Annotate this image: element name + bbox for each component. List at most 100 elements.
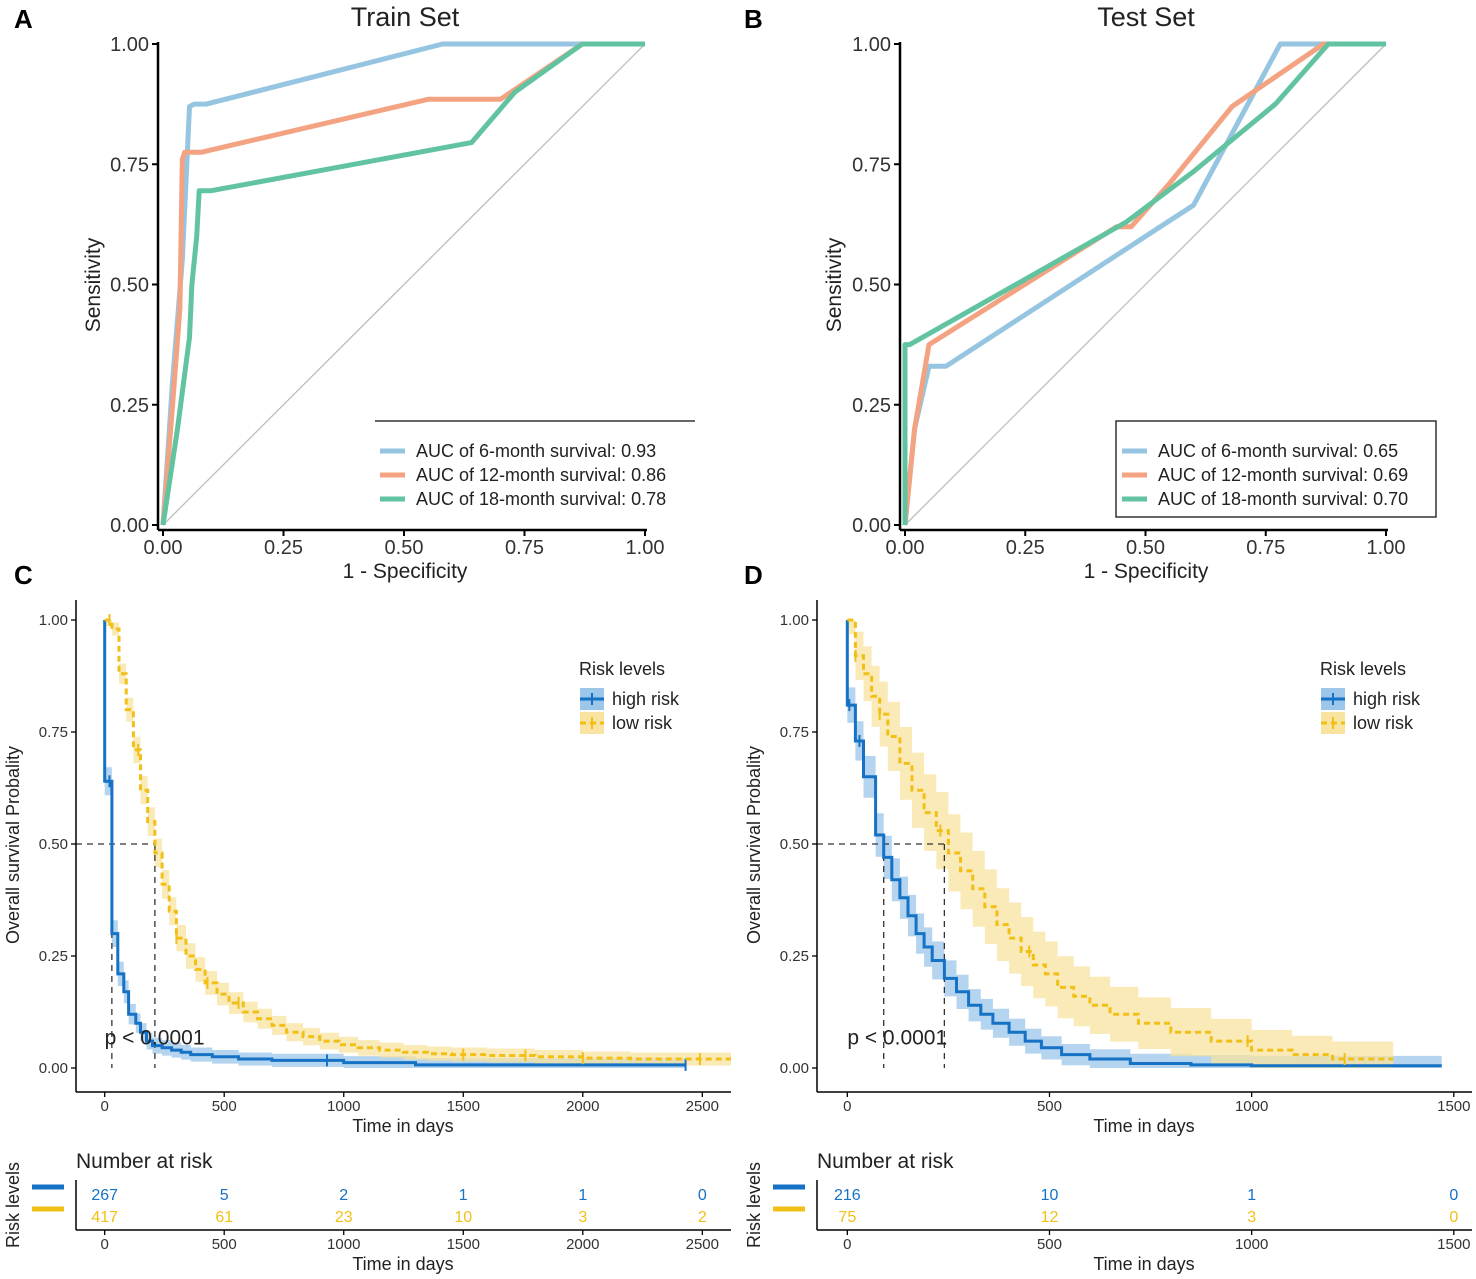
roc-train-panel: A Train Set 0.00 0.25 0.50 0.75 1.00 0.00 0.25…: [14, 2, 695, 583]
roc-test-reference-line: [904, 43, 1387, 526]
risk-count-high: 1: [459, 1187, 468, 1204]
y-tick-label-0-25: 0.25: [780, 948, 809, 965]
legend-label-12-month: AUC of 12-month survival: 0.86: [416, 465, 666, 485]
roc-curve-18-month: [160, 41, 645, 526]
risk-count-high: 2: [339, 1187, 348, 1204]
x-tick-label-0-00: 0.00: [144, 537, 183, 559]
km-train-y-axis-title: Overall survival Probality: [3, 746, 23, 944]
y-tick-label-0-50: 0.50: [780, 836, 809, 853]
risk-count-low: 12: [1041, 1209, 1059, 1226]
km-train-x-axis-title: Time in days: [352, 1116, 453, 1136]
train-set-title: Train Set: [351, 2, 460, 32]
risk-x-tick-label-0: 0: [843, 1236, 851, 1253]
risk-count-low: 3: [578, 1209, 587, 1226]
risk-count-low: 23: [335, 1209, 353, 1226]
y-tick-label-1-00: 1.00: [110, 34, 149, 56]
risk-x-tick-label-1000: 1000: [327, 1236, 360, 1253]
survival-curve-high-risk: [845, 620, 1442, 1068]
km-train-axes: 0.00 0.25 0.50 0.75 1.00 0 500 1000 1500 2000 2500: [39, 600, 731, 1115]
legend-label-high-risk: high risk: [1353, 689, 1421, 709]
km-test-risk-table: Number at risk Risk levels 216 10 1 075 12 3 0…: [744, 1150, 1472, 1274]
roc-train-x-axis-title: 1 - Specificity: [343, 560, 468, 583]
diagonal-reference-line: [162, 43, 646, 526]
risk-x-tick-label-0: 0: [101, 1236, 109, 1253]
legend-label-6-month: AUC of 6-month survival: 0.65: [1158, 441, 1398, 461]
risk-table-x-label: Time in days: [352, 1254, 453, 1274]
risk-count-low: 61: [215, 1209, 233, 1226]
km-train-legend: Risk levels high risk low risk: [579, 659, 680, 734]
y-tick-label-0-00: 0.00: [39, 1060, 68, 1077]
x-tick-label-0-25: 0.25: [1006, 537, 1045, 559]
legend-label-low-risk: low risk: [612, 713, 673, 733]
y-tick-label-0-50: 0.50: [852, 275, 891, 297]
confidence-band-low-risk: [847, 620, 1394, 1068]
y-tick-label-0-25: 0.25: [110, 395, 149, 417]
risk-x-tick-label-1000: 1000: [1235, 1236, 1268, 1253]
y-tick-label-1-00: 1.00: [780, 612, 809, 629]
risk-table-title: Number at risk: [817, 1150, 954, 1173]
survival-curve-high-risk: [103, 620, 686, 1067]
x-tick-label-1500: 1500: [1437, 1098, 1470, 1115]
risk-table-y-label: Risk levels: [3, 1162, 23, 1248]
x-tick-label-500: 500: [1037, 1098, 1062, 1115]
km-train-pvalue: p < 0.0001: [105, 1026, 205, 1049]
roc-train-reference-line: [162, 43, 646, 526]
y-tick-label-0-50: 0.50: [110, 275, 149, 297]
x-tick-label-0-75: 0.75: [505, 537, 544, 559]
risk-table-axis: 0 500 1000 1500: [816, 1180, 1472, 1253]
risk-table-axis: 0 500 1000 1500 2000 2500: [75, 1180, 731, 1253]
roc-test-legend: AUC of 6-month survival: 0.65 AUC of 12-…: [1115, 420, 1437, 518]
x-tick-label-0-25: 0.25: [264, 537, 303, 559]
risk-count-low: 75: [838, 1209, 856, 1226]
risk-count-high: 10: [1041, 1187, 1059, 1204]
x-tick-label-1-00: 1.00: [626, 537, 665, 559]
legend-label-18-month: AUC of 18-month survival: 0.70: [1158, 489, 1408, 509]
risk-count-high: 5: [220, 1187, 229, 1204]
legend-label-low-risk: low risk: [1353, 713, 1414, 733]
risk-count-high: 1: [578, 1187, 587, 1204]
x-tick-label-0-50: 0.50: [385, 537, 424, 559]
x-tick-label-0-00: 0.00: [886, 537, 925, 559]
risk-count-low: 417: [91, 1209, 118, 1226]
y-tick-label-0-50: 0.50: [39, 836, 68, 853]
km-test-legend-title: Risk levels: [1320, 659, 1406, 679]
legend-label-18-month: AUC of 18-month survival: 0.78: [416, 489, 666, 509]
panel-letter-b: B: [744, 4, 763, 34]
risk-x-tick-label-500: 500: [212, 1236, 237, 1253]
y-tick-label-0-00: 0.00: [780, 1060, 809, 1077]
roc-test-axes: 0.00 0.25 0.50 0.75 1.00 0.00 0.25 0.50 0.75 1.00: [852, 34, 1405, 559]
km-test-panel: D 0.000.250.500.751.000 500 1000 1500 p < 0…: [744, 560, 1472, 1274]
y-tick-label-0-00: 0.00: [852, 515, 891, 537]
y-tick-label-0-75: 0.75: [780, 724, 809, 741]
roc-test-y-axis-title: Sensitivity: [823, 237, 846, 332]
risk-x-tick-label-500: 500: [1037, 1236, 1062, 1253]
km-test-curves: [845, 618, 1442, 1068]
x-tick-label-1500: 1500: [447, 1098, 480, 1115]
y-tick-label-0-75: 0.75: [852, 154, 891, 176]
y-tick-label-0-25: 0.25: [852, 395, 891, 417]
km-test-confidence-bands: [847, 620, 1442, 1068]
risk-count-high: 216: [834, 1187, 861, 1204]
y-tick-label-1-00: 1.00: [39, 612, 68, 629]
risk-count-low: 10: [454, 1209, 472, 1226]
risk-count-high: 1: [1247, 1187, 1256, 1204]
legend-label-high-risk: high risk: [612, 689, 680, 709]
y-tick-label-0-75: 0.75: [110, 154, 149, 176]
x-tick-label-0-50: 0.50: [1126, 537, 1165, 559]
km-test-y-axis-title: Overall survival Probality: [744, 746, 764, 944]
risk-count-high: 0: [1449, 1187, 1458, 1204]
x-tick-label-0-75: 0.75: [1246, 537, 1285, 559]
km-train-panel: C 0.000.250.500.751.000 500 1000 1500 2000 25…: [3, 560, 731, 1274]
roc-train-legend: AUC of 6-month survival: 0.93 AUC of 12-…: [375, 420, 695, 509]
risk-x-tick-label-2500: 2500: [686, 1236, 719, 1253]
x-tick-label-1-00: 1.00: [1367, 537, 1406, 559]
risk-x-tick-label-1500: 1500: [447, 1236, 480, 1253]
roc-train-axes: 0.00 0.25 0.50 0.75 1.00 0.00 0.25 0.50 0.75 1.00: [110, 34, 664, 559]
roc-test-x-axis-title: 1 - Specificity: [1084, 560, 1209, 583]
km-train-legend-title: Risk levels: [579, 659, 665, 679]
x-tick-label-0: 0: [843, 1098, 851, 1115]
km-test-axes: 0.00 0.25 0.50 0.75 1.00 0 500 1000 1500: [780, 600, 1472, 1115]
